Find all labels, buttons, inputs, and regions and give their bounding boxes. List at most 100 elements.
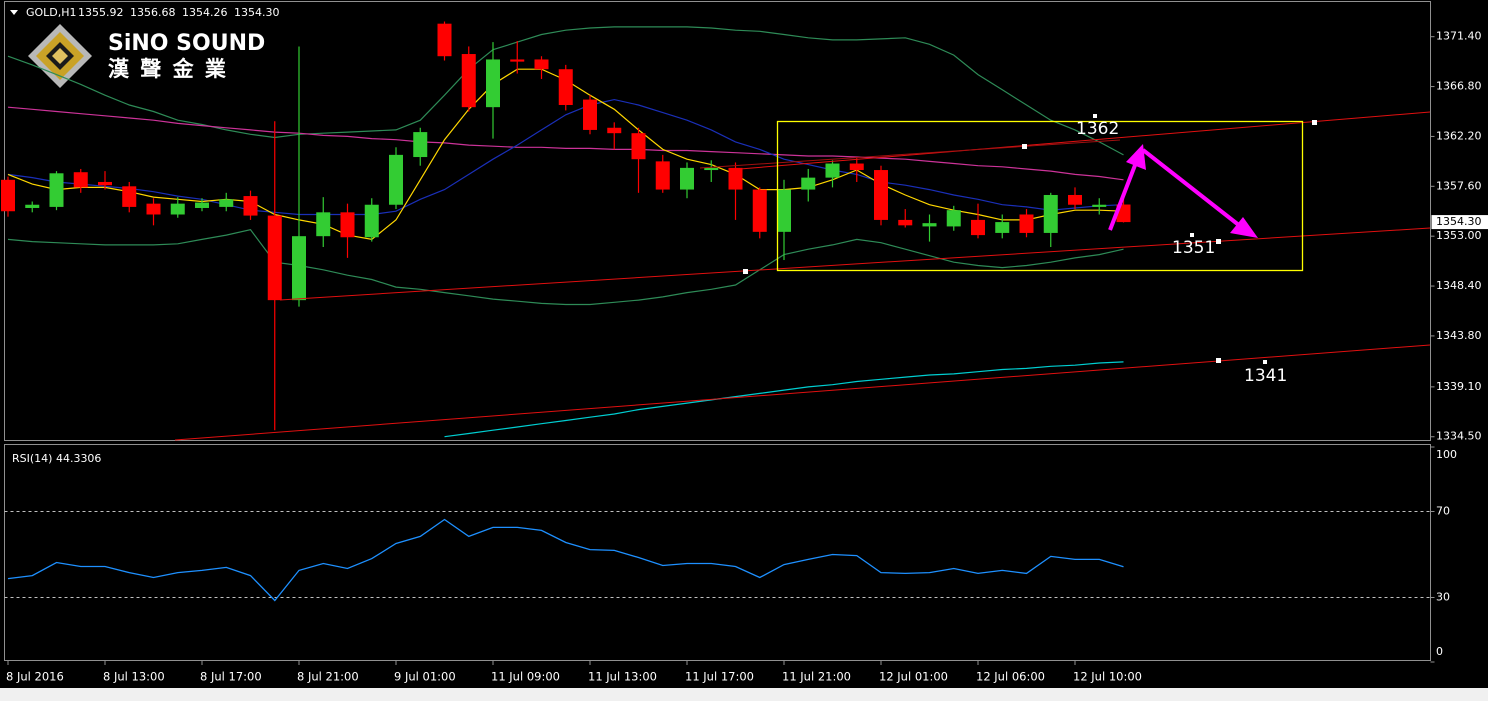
- candle-body: [801, 177, 816, 190]
- annotation: 1362: [1076, 119, 1119, 139]
- plot: [1, 21, 1131, 438]
- arrow: [1108, 159, 1139, 231]
- candle-body: [25, 204, 40, 208]
- candle-body: [558, 69, 573, 105]
- candle-body: [1019, 214, 1034, 233]
- x-tick-label: 11 Jul 21:00: [782, 670, 851, 684]
- price-panel-frame: [4, 1, 1431, 441]
- candle-body: [510, 59, 525, 62]
- indicator-line: [7, 26, 1124, 156]
- anchor: [743, 269, 748, 274]
- x-tick-label: 12 Jul 10:00: [1073, 670, 1142, 684]
- indicator-line: [7, 106, 1124, 181]
- rsi-line: [7, 518, 1124, 602]
- y-tick-label: 1343.80: [1436, 329, 1482, 342]
- candle-body: [971, 219, 985, 236]
- y-tick-label: 1371.40: [1436, 30, 1482, 43]
- x-tick-label: 12 Jul 06:00: [976, 670, 1045, 684]
- y-tick-label: 1339.10: [1436, 380, 1482, 393]
- rsi-title: RSI(14) 44.3306: [12, 452, 101, 465]
- x-tick-label: 8 Jul 2016: [6, 670, 64, 684]
- x-tick-label: 11 Jul 13:00: [588, 670, 657, 684]
- annotation: 1351: [1172, 238, 1215, 258]
- anchor: [1263, 360, 1267, 364]
- x-tick-label: 11 Jul 17:00: [685, 670, 754, 684]
- candle-body: [486, 59, 500, 108]
- candle-body: [340, 212, 355, 238]
- candle-body: [437, 23, 452, 57]
- candle-body: [1043, 194, 1058, 233]
- candle-body: [146, 203, 161, 215]
- chart-title: GOLD,H1: [26, 6, 77, 19]
- logo-center: [52, 48, 68, 64]
- anchor: [1093, 114, 1097, 118]
- candle-body: [728, 167, 743, 190]
- candle-body: [680, 167, 694, 190]
- y-tick-label: 1353.00: [1436, 229, 1482, 242]
- anchor: [1312, 120, 1317, 125]
- trend-line: [279, 227, 1431, 301]
- candle-body: [219, 199, 234, 207]
- candle-body: [777, 189, 791, 232]
- rsi-y-tick-label: 70: [1436, 505, 1450, 518]
- arrow-head: [1230, 217, 1258, 238]
- candle-body: [922, 223, 937, 227]
- anchor: [1022, 144, 1027, 149]
- arrow: [1141, 148, 1242, 228]
- rsi-y-tick-label: 0: [1436, 645, 1443, 658]
- header-price: 1354.30: [234, 6, 280, 19]
- candle-body: [1, 179, 15, 212]
- range-box: [776, 120, 1304, 272]
- y-tick-label: 1348.40: [1436, 279, 1482, 292]
- candle-body: [316, 212, 331, 237]
- candle-body: [534, 59, 549, 70]
- header-price: 1354.26: [182, 6, 228, 19]
- logo-subtitle: 漢 聲 金 業: [108, 57, 228, 81]
- candle-body: [73, 172, 88, 188]
- candle-body: [752, 189, 767, 232]
- rsi-y-tick-label: 30: [1436, 591, 1450, 604]
- candle-body: [995, 222, 1010, 233]
- rsi-y-tick-label: 100: [1436, 448, 1457, 461]
- current-price-label: 1354.30: [1436, 215, 1482, 228]
- candle-body: [1068, 194, 1082, 205]
- trend-line: [699, 139, 1121, 169]
- x-tick-label: 8 Jul 13:00: [103, 670, 165, 684]
- y-tick-label: 1362.20: [1436, 129, 1482, 142]
- candle-body: [1092, 204, 1107, 207]
- candle-body: [98, 181, 112, 186]
- candle-body: [267, 215, 282, 301]
- x-tick-label: 11 Jul 09:00: [491, 670, 560, 684]
- annotation: 1341: [1244, 366, 1287, 386]
- candle-body: [122, 186, 137, 207]
- indicator-line: [7, 98, 1124, 216]
- candle-body: [292, 236, 306, 301]
- anchor: [1190, 233, 1194, 237]
- y-tick-label: 1334.50: [1436, 430, 1482, 443]
- candle-body: [898, 219, 913, 226]
- header-price: 1356.68: [130, 6, 176, 19]
- x-tick-label: 9 Jul 01:00: [394, 670, 456, 684]
- anchor: [1216, 358, 1221, 363]
- candle-body: [631, 133, 646, 160]
- y-tick-label: 1366.80: [1436, 80, 1482, 93]
- x-tick-label: 12 Jul 01:00: [879, 670, 948, 684]
- x-tick-label: 8 Jul 17:00: [200, 670, 262, 684]
- logo-name: SiNO SOUND: [108, 31, 265, 56]
- menu-triangle: [10, 10, 18, 15]
- candle-body: [874, 170, 888, 220]
- y-tick-label: 1357.60: [1436, 179, 1482, 192]
- header-price: 1355.92: [78, 6, 124, 19]
- candle-body: [583, 99, 597, 130]
- candle-body: [364, 204, 379, 238]
- candle-body: [704, 167, 719, 171]
- candle-body: [607, 127, 622, 134]
- candle-body: [49, 173, 64, 207]
- candle-body: [655, 161, 670, 190]
- candle-body: [825, 163, 840, 178]
- header-prices: 1355.92 1356.68 1354.26 1354.30: [78, 6, 280, 19]
- rsi-panel-frame: [4, 444, 1431, 661]
- candle-body: [195, 202, 209, 208]
